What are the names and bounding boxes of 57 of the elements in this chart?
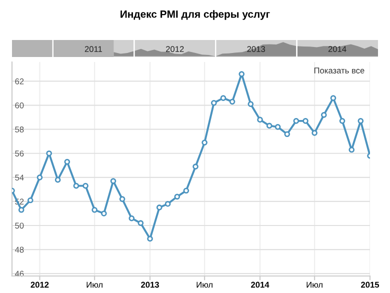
point — [183, 188, 190, 194]
x-tick-label: 2011 — [84, 46, 102, 52]
point — [64, 158, 70, 165]
y-tick-label: 54 — [15, 174, 24, 181]
point — [312, 130, 318, 136]
annotation: Показать все — [314, 68, 364, 74]
point — [284, 131, 290, 138]
point — [27, 197, 34, 204]
x-tick-label: 2014 — [251, 282, 270, 288]
point — [100, 210, 107, 216]
point — [192, 164, 198, 170]
point — [293, 118, 300, 124]
point — [147, 236, 153, 242]
point — [46, 150, 52, 156]
x-tick-label: 2013 — [247, 46, 265, 52]
point — [174, 194, 180, 200]
point — [330, 95, 336, 101]
y-tick-label: 58 — [15, 126, 24, 132]
x-tick-label: 2014 — [328, 46, 346, 52]
point — [164, 200, 171, 207]
y-tick-label: 48 — [14, 246, 24, 253]
point — [128, 215, 135, 222]
point — [110, 178, 116, 184]
point — [210, 100, 217, 106]
point — [339, 118, 346, 124]
point — [202, 140, 208, 146]
point — [82, 182, 88, 189]
point — [36, 174, 43, 180]
point — [320, 112, 327, 118]
point — [266, 122, 272, 129]
point — [220, 95, 226, 101]
x-tick-label: 2015 — [361, 282, 380, 288]
point — [302, 118, 308, 124]
point — [238, 71, 245, 77]
point — [54, 176, 61, 183]
y-tick-label: 60 — [15, 102, 24, 108]
x-tick-label: Июл — [196, 282, 212, 288]
x-tick-label: 2012 — [166, 46, 184, 52]
chart-title: Индекс PMI для сферы услуг — [120, 10, 270, 20]
x-tick-label: 2012 — [30, 282, 49, 288]
point — [358, 118, 364, 124]
point — [18, 206, 24, 213]
point — [274, 124, 281, 130]
y-tick-label: 50 — [15, 222, 24, 229]
x-tick-label: Июл — [86, 282, 102, 288]
y-tick-label: 56 — [15, 150, 24, 156]
point — [138, 220, 144, 226]
point — [119, 196, 126, 202]
point — [257, 116, 263, 123]
x-tick-label: 2013 — [141, 282, 159, 288]
point — [248, 101, 254, 107]
point — [92, 206, 98, 213]
point — [229, 98, 236, 105]
point — [156, 204, 162, 210]
point — [73, 182, 80, 189]
y-tick-label: 62 — [15, 78, 24, 84]
x-tick-label: Июл — [306, 282, 322, 288]
